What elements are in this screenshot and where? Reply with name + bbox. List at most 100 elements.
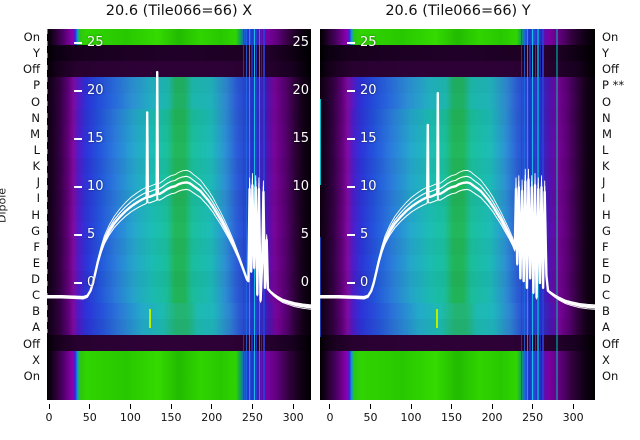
heatmap-row: [47, 319, 311, 336]
dipole-label: A: [32, 320, 40, 335]
inner-ytick-mark: [74, 281, 82, 284]
heatmap-row: [47, 44, 311, 62]
dipole-label: D: [602, 272, 611, 287]
dipole-label: L: [602, 142, 609, 157]
right-panel-title: 20.6 (Tile066=66) Y: [385, 3, 531, 19]
bandpass-curve: [320, 91, 595, 310]
inner-ytick-label: 15: [292, 131, 309, 147]
heatmap-stripe: [320, 99, 322, 185]
heatmap-row: [47, 238, 311, 256]
dipole-label: J: [602, 175, 606, 190]
heatmap-row: [320, 383, 595, 400]
inner-ytick-label: 20: [292, 83, 309, 99]
x-tick-label: 0: [326, 411, 334, 424]
heatmap-row: [320, 302, 595, 320]
heatmap-stripe: [556, 29, 558, 400]
heatmap-row: [320, 60, 595, 78]
dipole-label: J: [36, 175, 40, 190]
dipole-label: On: [602, 30, 619, 45]
heatmap-row: [47, 367, 311, 385]
left-panel-title: 20.6 (Tile066=66) X: [105, 3, 253, 19]
heatmap-row: [47, 157, 311, 175]
dipole-label: B: [602, 304, 610, 319]
heatmap-row: [47, 383, 311, 400]
inner-ytick-mark: [74, 137, 82, 140]
dipole-label: L: [33, 142, 40, 157]
heatmap-row: [47, 77, 311, 94]
dipole-label: P: [33, 78, 40, 93]
x-tick: [532, 404, 534, 409]
dipole-label: O: [30, 94, 40, 109]
dipole-label: On: [602, 368, 619, 383]
inner-ytick-label: 20: [87, 83, 104, 99]
heatmap-row: [47, 190, 311, 207]
dipole-label: C: [602, 288, 611, 303]
x-tick: [292, 404, 294, 409]
inner-ytick-label: 25: [360, 35, 377, 51]
heatmap-row: [47, 173, 311, 191]
x-tick: [329, 404, 331, 409]
x-tick-label: 50: [82, 411, 97, 424]
x-tick: [48, 404, 50, 409]
inner-ytick-label: 25: [292, 35, 309, 51]
x-tick: [129, 404, 131, 409]
dipole-label: Off: [23, 62, 40, 77]
inner-ytick-label: 15: [87, 131, 104, 147]
dipole-label: On: [23, 368, 40, 383]
dipole-label: H: [31, 207, 40, 222]
heatmap-stripe: [436, 309, 438, 328]
inner-ytick-mark: [74, 185, 82, 188]
heatmap-row: [320, 77, 595, 94]
heatmap-panel-y: 25 20 15 10 5 0: [320, 29, 595, 400]
dipole-label: X: [602, 352, 610, 367]
heatmap-row: [47, 29, 311, 46]
inner-ytick-mark: [74, 233, 82, 236]
dipole-label: G: [602, 223, 611, 238]
dipole-label: Off: [602, 336, 619, 351]
dipole-label: N: [31, 110, 40, 125]
x-tick: [89, 404, 91, 409]
x-tick-label: 250: [241, 411, 263, 424]
inner-ytick-label: 0: [300, 275, 309, 291]
dipole-label: O: [602, 94, 612, 109]
inner-ytick-label: 5: [87, 227, 96, 243]
heatmap-stripe: [261, 29, 263, 400]
dipole-label: M: [30, 126, 40, 141]
dipole-label: K: [602, 159, 610, 174]
inner-ytick-mark: [74, 41, 82, 44]
dipole-label: I: [602, 191, 606, 206]
heatmap-row: [320, 319, 595, 336]
x-tick-label: 300: [282, 411, 304, 424]
inner-ytick-label: 5: [300, 227, 309, 243]
x-tick-label: 100: [400, 411, 422, 424]
x-tick-label: 250: [522, 411, 544, 424]
inner-ytick-label: 10: [87, 179, 104, 195]
inner-ytick-mark: [347, 89, 355, 92]
heatmap-row: [320, 29, 595, 46]
x-tick-label: 200: [481, 411, 503, 424]
heatmap-row: [47, 141, 311, 159]
x-tick: [491, 404, 493, 409]
inner-ytick-label: 10: [360, 179, 377, 195]
heatmap-row: [320, 109, 595, 127]
dipole-label: Off: [602, 62, 619, 77]
x-tick-label: 0: [45, 411, 53, 424]
inner-ytick-label: 0: [87, 275, 96, 291]
heatmap-row: [320, 286, 595, 304]
dipole-label: P **: [602, 78, 625, 93]
dipole-label: E: [32, 255, 40, 270]
x-tick-label: 150: [160, 411, 182, 424]
dipole-label: M: [602, 126, 612, 141]
heatmap-row: [47, 60, 311, 78]
heatmap-stripe: [47, 29, 48, 334]
dipole-label: H: [602, 207, 611, 222]
heatmap-row: [320, 335, 595, 352]
dipole-label: K: [32, 159, 40, 174]
dipole-label: B: [32, 304, 40, 319]
x-tick-label: 50: [363, 411, 378, 424]
heatmap-row: [47, 335, 311, 352]
heatmap-row: [47, 254, 311, 272]
x-tick: [170, 404, 172, 409]
heatmap-row: [320, 351, 595, 369]
x-tick: [251, 404, 253, 409]
